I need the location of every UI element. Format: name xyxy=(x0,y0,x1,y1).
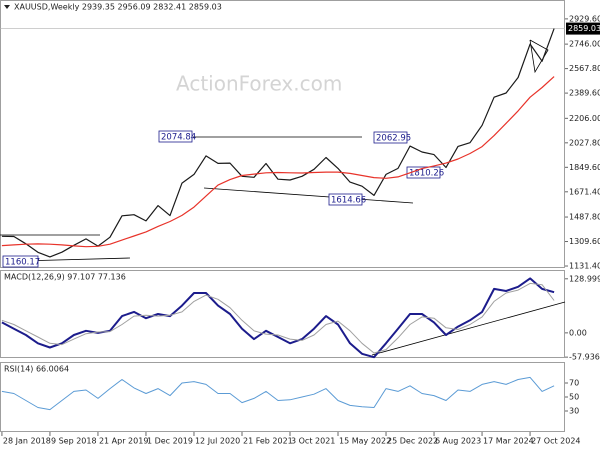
y-tick-label: 1849.60 xyxy=(569,163,600,172)
annotation-boxes xyxy=(2,130,441,268)
watermark: ActionForex.com xyxy=(176,72,342,96)
x-tick-label: 28 Jan 2018 xyxy=(3,437,51,446)
y-tick-label: 0.00 xyxy=(569,328,587,337)
symbol-menu-icon[interactable] xyxy=(4,5,10,9)
panel-frame xyxy=(0,270,565,358)
annotation-box xyxy=(328,193,363,206)
x-tick-label: 9 Sep 2018 xyxy=(51,437,97,446)
panel-frame xyxy=(0,362,565,432)
panel-title: XAUUSD,Weekly 2939.35 2956.09 2832.41 28… xyxy=(14,3,222,12)
series-line xyxy=(1,282,555,354)
y-tick-label: 2746.00 xyxy=(569,40,600,49)
x-tick-label: 21 Feb 2021 xyxy=(243,437,293,446)
annotation: 1614.66 xyxy=(331,196,366,206)
x-tick-label: 17 Mar 2024 xyxy=(483,437,534,446)
y-tick-label: 2567.80 xyxy=(569,64,600,73)
panel-title: RSI(14) 66.0064 xyxy=(4,365,69,374)
x-tick-label: 15 May 2022 xyxy=(339,437,391,446)
y-tick-label: 1131.40 xyxy=(569,262,600,271)
series-line xyxy=(1,76,555,248)
annotation-box xyxy=(158,130,193,143)
panel-title: MACD(12,26,9) 97.107 77.136 xyxy=(4,273,126,282)
annotation: 1810.26 xyxy=(409,169,444,179)
y-tick-label: 2027.80 xyxy=(569,138,600,147)
y-tick-label: 2929.60 xyxy=(569,14,600,23)
y-tick-label: 1309.60 xyxy=(569,237,600,246)
x-tick-label: 6 Aug 2023 xyxy=(435,437,481,446)
annotation: 1160.17 xyxy=(5,258,40,268)
x-tick-label: 21 Apr 2019 xyxy=(99,437,148,446)
y-tick-label: 2206.00 xyxy=(569,114,600,123)
macd-trendline xyxy=(371,301,566,356)
support-line xyxy=(203,187,414,204)
y-tick-label: 70 xyxy=(569,379,579,388)
x-tick-label: 3 Oct 2021 xyxy=(291,437,335,446)
y-tick-label: 2389.60 xyxy=(569,89,600,98)
annotation: 2062.95 xyxy=(376,134,411,144)
y-tick-label: 30 xyxy=(569,407,579,416)
panel-frame xyxy=(0,0,565,268)
y-tick-label: 128.999 xyxy=(569,274,600,283)
x-tick-label: 27 Oct 2024 xyxy=(531,437,580,446)
y-tick-label: 50 xyxy=(569,393,579,402)
annotation: 2074.84 xyxy=(161,133,196,143)
x-tick-label: 12 Jul 2020 xyxy=(195,437,240,446)
annotation-box xyxy=(2,255,39,268)
y-tick-label: -57.936 xyxy=(569,353,600,362)
x-tick-label: 1 Dec 2019 xyxy=(147,437,193,446)
last-price-label: 2859.03 xyxy=(568,24,600,33)
last-price-box xyxy=(566,22,600,35)
y-tick-label: 1487.80 xyxy=(569,213,600,222)
x-tick-label: 25 Dec 2022 xyxy=(387,437,438,446)
series-line xyxy=(1,376,555,411)
annotation-box xyxy=(373,131,408,144)
annotation-box xyxy=(406,166,441,179)
series-line xyxy=(1,28,555,258)
y-tick-label: 1671.40 xyxy=(569,187,600,196)
